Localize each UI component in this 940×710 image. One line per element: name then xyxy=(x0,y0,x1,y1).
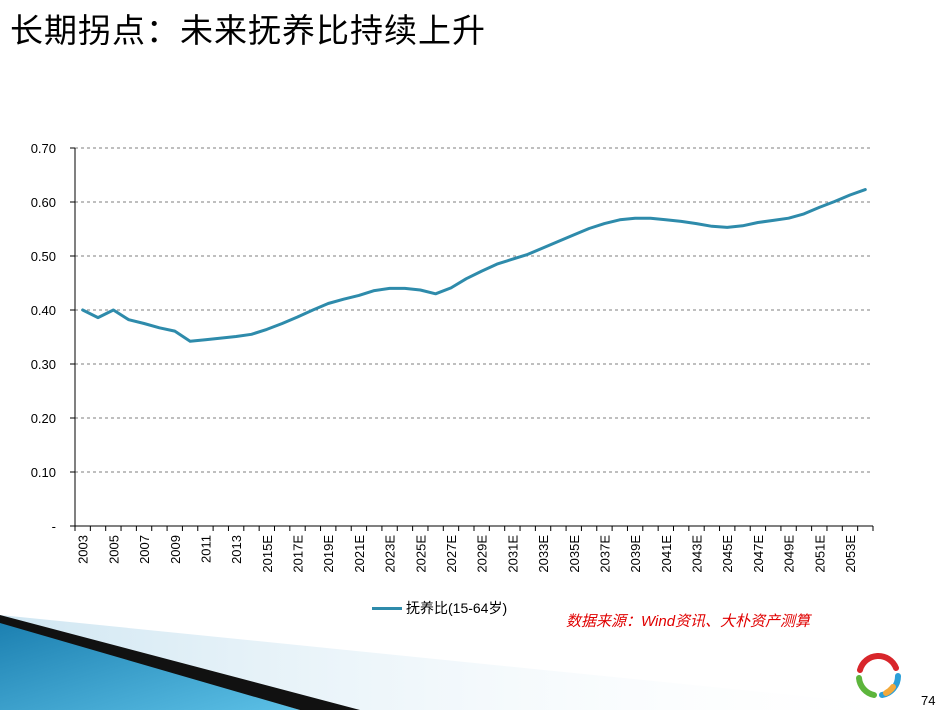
x-tick-label: 2047E xyxy=(751,535,766,573)
x-tick-label: 2043E xyxy=(690,535,705,573)
decorative-swoosh xyxy=(0,615,940,710)
x-tick-labels: 2003 2005 2007 2009 2011 2013 2015E 2017E 2019E 2… xyxy=(76,535,858,573)
x-tick-label: 2021E xyxy=(352,535,367,573)
legend-label: 抚养比(15-64岁) xyxy=(406,600,508,616)
x-tick-label: 2007 xyxy=(137,535,152,564)
x-tick-label: 2003 xyxy=(76,535,91,564)
x-tick-label: 2019E xyxy=(321,535,336,573)
legend: 抚养比(15-64岁) xyxy=(372,598,507,618)
x-tick-label: 2029E xyxy=(475,535,490,573)
y-tick-label: 0.20 xyxy=(31,411,56,426)
x-tick-label: 2015E xyxy=(260,535,275,573)
series-line xyxy=(81,188,867,343)
x-tick-label: 2017E xyxy=(291,535,306,573)
x-tick-label: 2053E xyxy=(843,535,858,573)
y-tick-label: 0.50 xyxy=(31,249,56,264)
y-tick-label: 0.40 xyxy=(31,303,56,318)
x-tick-label: 2045E xyxy=(720,535,735,573)
x-tick-label: 2013 xyxy=(229,535,244,564)
y-tick-labels: - 0.10 0.20 0.30 0.40 0.50 0.60 0.70 xyxy=(31,141,56,534)
data-source-note: 数据来源：Wind资讯、大朴资产测算 xyxy=(566,613,811,630)
x-tick-label: 2035E xyxy=(567,535,582,573)
x-tick-label: 2041E xyxy=(659,535,674,573)
y-tick-label: 0.30 xyxy=(31,357,56,372)
x-tick-label: 2009 xyxy=(168,535,183,564)
slide-title: 长期拐点：未来抚养比持续上升 xyxy=(10,11,486,50)
axes xyxy=(70,147,874,531)
x-tick-label: 2051E xyxy=(812,535,827,573)
x-tick-label: 2037E xyxy=(597,535,612,573)
circular-arrows-logo-icon xyxy=(856,653,902,698)
x-tick-label: 2027E xyxy=(444,535,459,573)
x-tick-label: 2031E xyxy=(505,535,520,573)
series-layer xyxy=(81,188,867,343)
x-tick-label: 2005 xyxy=(106,535,121,564)
y-tick-label: 0.60 xyxy=(31,195,56,210)
x-tick-label: 2049E xyxy=(782,535,797,573)
gridlines xyxy=(75,147,873,473)
x-tick-label: 2011 xyxy=(198,535,213,563)
y-tick-label: - xyxy=(52,519,56,534)
y-tick-label: 0.70 xyxy=(31,141,56,156)
x-tick-label: 2039E xyxy=(628,535,643,573)
y-tick-label: 0.10 xyxy=(31,465,56,480)
legend-swatch xyxy=(372,606,402,610)
x-tick-label: 2033E xyxy=(536,535,551,573)
x-tick-label: 2023E xyxy=(383,535,398,573)
x-tick-label: 2025E xyxy=(413,535,428,573)
page-number: 74 xyxy=(921,693,936,708)
